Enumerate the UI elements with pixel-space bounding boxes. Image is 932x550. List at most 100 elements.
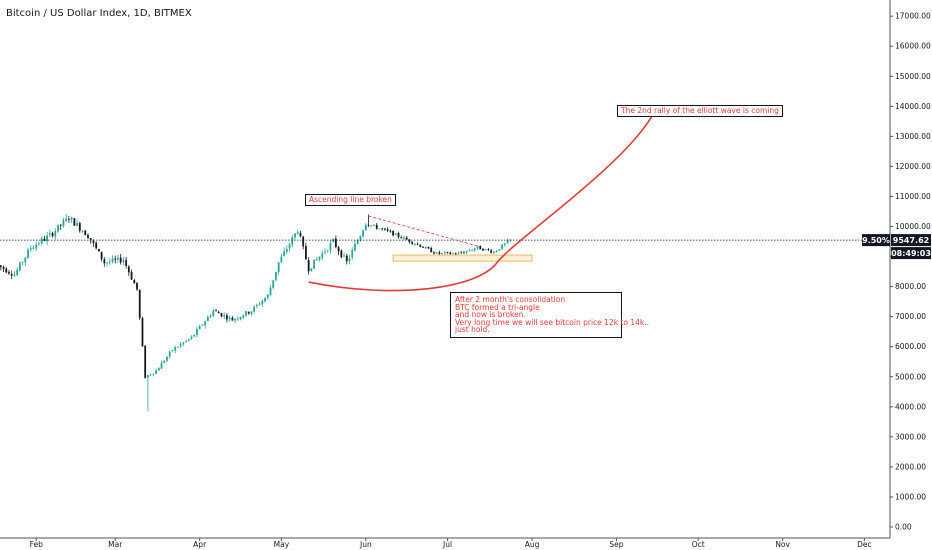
candle-body (430, 248, 433, 253)
price-tick-label: 7000.00 (895, 312, 926, 321)
candle-body (378, 228, 381, 230)
candle-body (400, 237, 403, 239)
candle-body (313, 259, 315, 269)
annotation-consolidation-note[interactable]: After 2 month's consolidation BTC formed… (450, 292, 649, 338)
candle-body (239, 316, 242, 320)
candle-body (212, 310, 215, 317)
candle-body (40, 238, 43, 244)
price-tick-label: 11000.00 (895, 192, 931, 201)
candle-body (2, 266, 5, 270)
candle-body (422, 247, 424, 248)
candle-body (321, 253, 324, 258)
candle-body (119, 257, 122, 263)
candle-body (463, 252, 465, 254)
candle-body (103, 259, 106, 264)
candle-body (76, 223, 78, 226)
candle-body (24, 257, 27, 263)
price-tick-label: 13000.00 (895, 132, 931, 141)
candle-body (114, 258, 117, 260)
candle-body (403, 237, 405, 239)
candle-body (247, 311, 250, 314)
price-tick-label: 15000.00 (895, 72, 931, 81)
candle-body (354, 244, 356, 251)
candle-body (196, 329, 198, 335)
candle-body (10, 274, 13, 276)
candle-body (223, 315, 226, 317)
candle-body (343, 255, 345, 257)
candle-body (35, 244, 38, 249)
candle-body (408, 239, 411, 242)
candle-body (155, 370, 157, 374)
candle-body (266, 294, 269, 298)
candle-body (457, 252, 460, 254)
candle-body (334, 238, 337, 247)
candle-body (21, 262, 24, 263)
price-tick-label: 10000.00 (895, 222, 931, 231)
candle-body (294, 233, 296, 238)
candle-body (283, 251, 286, 256)
candle-body (405, 237, 408, 240)
candle-body (427, 246, 430, 249)
candle-body (381, 228, 384, 230)
candle-body (255, 304, 258, 307)
candle-body (130, 272, 133, 280)
candle-body (258, 304, 261, 306)
candle-body (166, 356, 168, 361)
candle-body (492, 251, 495, 253)
countdown-value: 08:49:03 (891, 249, 931, 258)
candle-body (176, 346, 179, 348)
candle-body (117, 257, 119, 260)
candle-body (498, 249, 501, 251)
candle-body (125, 260, 128, 266)
candle-body (220, 313, 223, 317)
candle-body (482, 248, 484, 251)
candle-body (435, 252, 438, 254)
candle-body (495, 250, 498, 253)
candle-body (487, 249, 490, 251)
candle-body (364, 224, 367, 231)
annotation-elliott-rally[interactable]: The 2nd rally of the elliott wave is com… (617, 105, 783, 117)
price-tick-label: 6000.00 (895, 342, 926, 351)
candle-body (324, 251, 326, 253)
candle-body (460, 252, 463, 254)
candle-body (454, 253, 457, 255)
candle-body (253, 306, 256, 312)
candle-body (329, 242, 332, 251)
candle-body (394, 233, 397, 235)
candle-body (296, 232, 299, 234)
candle-body (277, 262, 280, 272)
candle-body (419, 244, 422, 247)
candle-body (433, 252, 435, 254)
candlestick-series (0, 214, 512, 412)
candle-body (198, 325, 201, 330)
candle-body (16, 269, 19, 276)
candle-body (217, 311, 220, 314)
last-price-badge (891, 234, 931, 247)
candle-body (315, 259, 318, 261)
candle-body (106, 262, 108, 264)
candle-body (261, 300, 264, 305)
candle-body (373, 225, 375, 226)
annotation-ascending-line-broken[interactable]: Ascending line broken (305, 194, 396, 206)
candle-body (182, 342, 185, 345)
price-tick-label: 3000.00 (895, 432, 926, 441)
candle-body (288, 244, 291, 249)
price-tick-label: 0.00 (895, 523, 912, 532)
candle-body (70, 217, 73, 220)
price-tick-label: 12000.00 (895, 162, 931, 171)
pct-change-value: 9.50% (862, 236, 890, 245)
candle-body (275, 271, 277, 280)
consolidation-zone (392, 254, 533, 262)
candle-body (226, 315, 228, 320)
candle-body (307, 260, 310, 272)
candle-body (122, 260, 125, 263)
candle-body (389, 230, 392, 232)
descending-trendline (368, 215, 478, 247)
candle-body (438, 252, 441, 254)
candle-body (351, 249, 354, 258)
candle-body (65, 218, 68, 222)
time-tick-label: Sep (609, 540, 623, 549)
candle-body (397, 233, 400, 237)
candle-body (370, 225, 373, 227)
